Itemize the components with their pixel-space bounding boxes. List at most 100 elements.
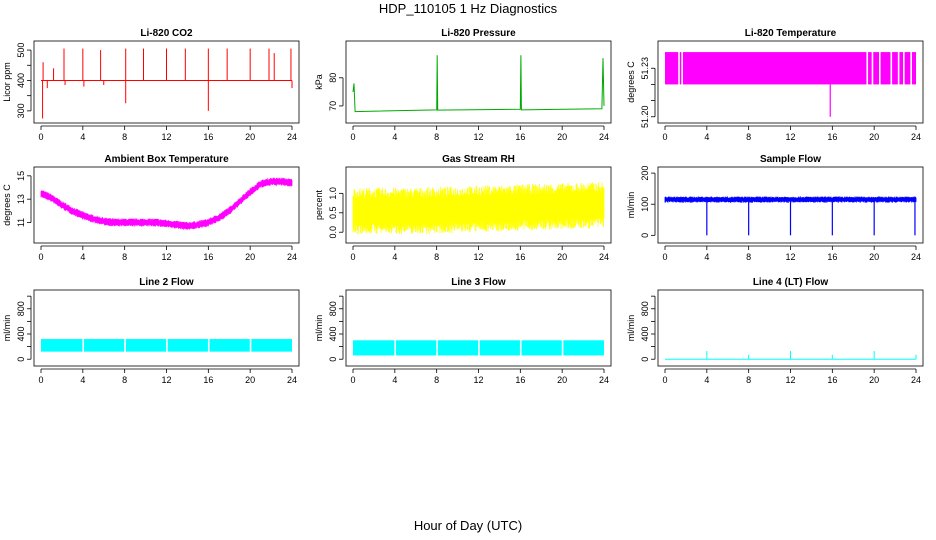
panel-5: Sample Flow 0 4 8 12 16 20 24 0 100 200 ml/min [626, 154, 924, 262]
plot-frame [345, 289, 612, 367]
series-temperature [40, 177, 293, 230]
x-tick-label: 16 [203, 375, 213, 385]
x-tick-label: 4 [704, 375, 709, 385]
panel-title: Line 4 (LT) Flow [753, 277, 829, 288]
y-tick-label: 800 [328, 301, 338, 316]
x-tick-label: 16 [515, 375, 525, 385]
y-axis-label: percent [314, 189, 324, 220]
x-tick-label: 0 [38, 375, 43, 385]
x-tick-label: 4 [80, 252, 85, 262]
data-band [251, 339, 292, 352]
x-tick-label: 4 [704, 252, 709, 262]
x-tick-label: 12 [161, 252, 171, 262]
x-tick-label: 0 [662, 375, 667, 385]
data-marks [664, 196, 917, 236]
x-tick-label: 4 [80, 375, 85, 385]
x-tick-label: 0 [38, 132, 43, 142]
x-tick-label: 24 [287, 375, 297, 385]
data-marks [353, 340, 604, 356]
panel-6: Line 2 Flow 0 4 8 12 16 20 24 0 400 800 ml/min [2, 277, 300, 385]
data-band [679, 52, 682, 85]
y-tick-label: 0 [16, 357, 26, 362]
plot-frame [657, 166, 924, 244]
data-band [682, 52, 867, 85]
figure-title: HDP_110105 1 Hz Diagnostics [378, 1, 558, 16]
panel-title: Li-820 Pressure [441, 28, 516, 39]
panel-0: Li-820 CO2 0 4 8 12 16 20 24 300 400 500 Licor ppm [2, 28, 300, 142]
data-band [665, 52, 679, 85]
y-tick-label: 1.0 [328, 187, 338, 200]
y-tick-label: 100 [640, 197, 650, 212]
data-marks [352, 182, 605, 234]
panel-title: Li-820 Temperature [745, 28, 837, 39]
x-tick-label: 24 [287, 252, 297, 262]
x-tick-label: 0 [350, 132, 355, 142]
plot-frame [657, 40, 924, 124]
y-tick-label: 500 [16, 43, 26, 58]
y-tick-label: 0 [640, 357, 650, 362]
data-band [396, 340, 437, 356]
y-tick-label: 0 [328, 357, 338, 362]
data-band [521, 340, 562, 356]
x-tick-label: 8 [122, 132, 127, 142]
x-tick-label: 20 [557, 132, 567, 142]
plot-frame [33, 166, 300, 244]
panel-title: Li-820 CO2 [140, 28, 193, 39]
y-axis-label: degrees C [2, 184, 12, 226]
data-band [892, 52, 898, 85]
x-tick-label: 8 [122, 252, 127, 262]
data-marks [665, 351, 917, 360]
series-rh [352, 182, 605, 234]
x-tick-label: 20 [245, 132, 255, 142]
y-tick-label: 51.20 [640, 106, 650, 129]
y-axis-label: ml/min [626, 192, 636, 219]
x-tick-label: 20 [869, 252, 879, 262]
x-tick-label: 20 [245, 252, 255, 262]
data-band [563, 340, 604, 356]
y-tick-label: 0.0 [328, 226, 338, 239]
data-marks [41, 339, 292, 352]
data-band [167, 339, 208, 352]
data-band [873, 52, 879, 85]
x-tick-label: 16 [827, 132, 837, 142]
data-band [868, 52, 872, 85]
panel-4: Gas Stream RH 0 4 8 12 16 20 24 0.0 0.5 1.0 percent [314, 154, 612, 262]
x-tick-label: 0 [350, 252, 355, 262]
data-band [41, 339, 83, 352]
y-tick-label: 200 [640, 166, 650, 181]
x-tick-label: 16 [515, 252, 525, 262]
x-tick-label: 4 [704, 132, 709, 142]
data-band [209, 339, 250, 352]
y-axis-label: ml/min [626, 315, 636, 342]
data-band [437, 340, 479, 356]
panel-title: Gas Stream RH [442, 154, 515, 165]
x-tick-label: 12 [473, 375, 483, 385]
x-tick-label: 12 [161, 132, 171, 142]
x-tick-label: 16 [203, 132, 213, 142]
y-axis-label: ml/min [314, 315, 324, 342]
x-tick-label: 12 [785, 132, 795, 142]
y-tick-label: 400 [16, 326, 26, 341]
x-tick-label: 8 [434, 132, 439, 142]
x-tick-label: 4 [392, 132, 397, 142]
x-tick-label: 24 [599, 375, 609, 385]
y-axis-label: Licor ppm [2, 62, 12, 102]
x-tick-label: 0 [38, 252, 43, 262]
x-tick-label: 20 [869, 132, 879, 142]
x-tick-label: 4 [392, 252, 397, 262]
x-tick-label: 4 [80, 132, 85, 142]
x-tick-label: 8 [746, 375, 751, 385]
x-tick-label: 0 [662, 132, 667, 142]
y-tick-label: 70 [328, 101, 338, 111]
x-tick-label: 20 [245, 375, 255, 385]
panel-8: Line 4 (LT) Flow 0 4 8 12 16 20 24 0 400 800 ml/min [626, 277, 924, 385]
x-tick-label: 16 [203, 252, 213, 262]
x-tick-label: 0 [662, 252, 667, 262]
panel-title: Line 2 Flow [139, 277, 194, 288]
data-marks [40, 177, 293, 230]
x-tick-label: 24 [287, 132, 297, 142]
panel-title: Line 3 Flow [451, 277, 506, 288]
x-tick-label: 16 [827, 375, 837, 385]
x-tick-label: 24 [911, 252, 921, 262]
